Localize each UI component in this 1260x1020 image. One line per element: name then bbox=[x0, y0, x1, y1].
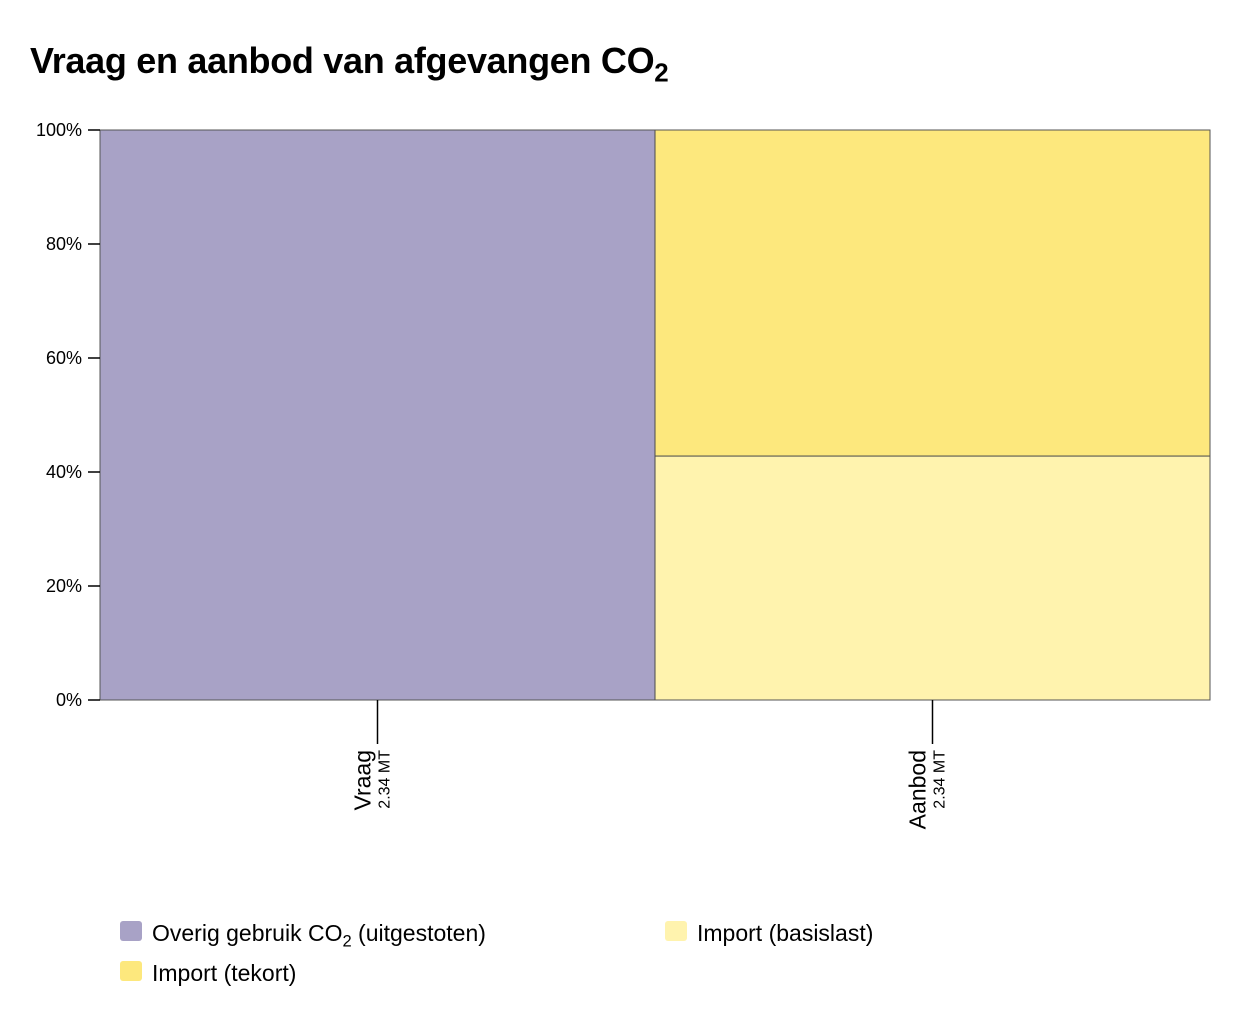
bar-segment-vraag-0 bbox=[99, 129, 656, 701]
chart-title: Vraag en aanbod van afgevangen CO2 bbox=[30, 40, 669, 88]
bar-segment-aanbod-2 bbox=[654, 129, 1211, 457]
legend-swatch-import-basislast bbox=[665, 921, 687, 941]
legend-swatch-import-tekort bbox=[120, 961, 142, 981]
y-tick-label: 100% bbox=[36, 120, 82, 140]
stacked-bar-chart: 0%20%40%60%80%100%Vraag 2.34 MT Aanbod 2.34… bbox=[36, 120, 1211, 829]
y-tick-label: 40% bbox=[46, 462, 82, 482]
legend-label-import-basislast: Import (basislast) bbox=[697, 920, 874, 946]
plot-frame bbox=[99, 129, 1211, 701]
y-tick-label: 0% bbox=[56, 690, 82, 710]
y-tick-label: 80% bbox=[46, 234, 82, 254]
x-tick-sublabel: 2.34 MT bbox=[377, 750, 394, 809]
x-tick-label: Aanbod bbox=[905, 750, 931, 829]
x-tick-label: Vraag bbox=[350, 750, 376, 811]
bar-segment-aanbod-1 bbox=[654, 455, 1211, 701]
x-tick-sublabel: 2.34 MT bbox=[932, 750, 949, 809]
legend-label-import-tekort: Import (tekort) bbox=[152, 960, 297, 986]
chart-title-subscript: 2 bbox=[654, 59, 669, 88]
y-tick-label: 60% bbox=[46, 348, 82, 368]
legend-swatch-overig-gebruik bbox=[120, 921, 142, 941]
legend-label-overig-gebruik: Overig gebruik CO2 (uitgestoten) bbox=[152, 920, 486, 951]
y-tick-label: 20% bbox=[46, 576, 82, 596]
